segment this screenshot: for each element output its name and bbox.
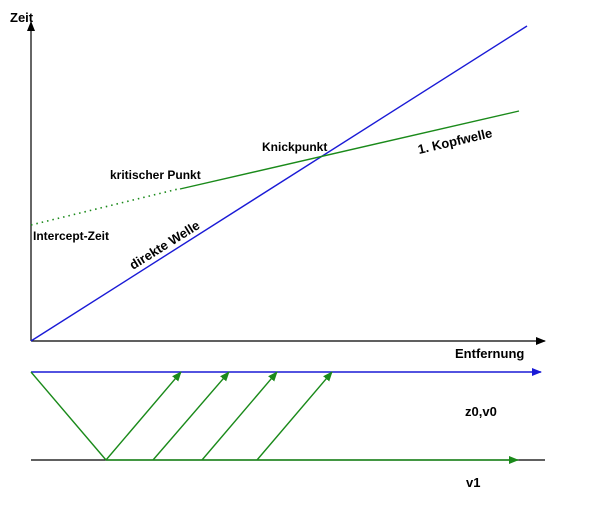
y-axis-label: Zeit <box>10 10 34 25</box>
x-axis-label: Entfernung <box>455 346 524 361</box>
travel-time-plot: Zeit Entfernung Intercept-Zeit kritische… <box>10 10 546 361</box>
head-wave-extrapolation <box>30 188 179 226</box>
direct-wave-label: direkte Welle <box>127 217 203 272</box>
top-layer-label: z0,v0 <box>465 404 497 419</box>
head-wave-ray-3 <box>201 371 278 461</box>
direct-wave-line <box>30 25 528 342</box>
head-wave-label: 1. Kopfwelle <box>416 125 493 157</box>
head-wave-ray-4 <box>256 371 333 461</box>
knee-point-label: Knickpunkt <box>262 140 327 154</box>
head-wave-ray-1 <box>105 371 182 461</box>
intercept-label: Intercept-Zeit <box>33 229 109 243</box>
bottom-layer-label: v1 <box>466 475 480 490</box>
ray-path-cross-section: z0,v0 v1 <box>30 368 545 490</box>
critical-point-label: kritischer Punkt <box>110 168 201 182</box>
incident-ray <box>30 371 107 461</box>
head-wave-line <box>179 110 520 190</box>
head-wave-ray-2 <box>152 371 230 461</box>
